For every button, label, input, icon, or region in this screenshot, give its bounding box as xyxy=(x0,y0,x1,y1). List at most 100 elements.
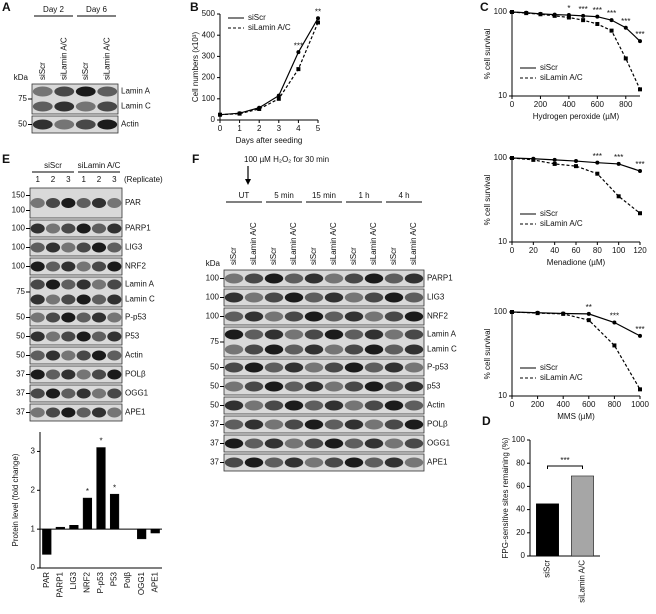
band xyxy=(45,294,61,305)
band xyxy=(344,381,364,392)
band xyxy=(404,457,424,468)
point xyxy=(609,18,614,23)
band xyxy=(404,311,424,322)
band xyxy=(264,273,284,284)
lane-label: 2 xyxy=(97,175,102,184)
band xyxy=(76,261,91,272)
band-label: PAR xyxy=(125,198,141,207)
band xyxy=(264,311,284,322)
band xyxy=(284,273,304,284)
point xyxy=(566,15,571,20)
x-tick-label: NRF2 xyxy=(83,571,92,592)
band xyxy=(244,362,264,373)
band xyxy=(30,242,45,253)
band xyxy=(224,457,244,468)
point xyxy=(535,311,540,316)
band xyxy=(344,292,364,303)
point xyxy=(237,111,242,116)
kda-label: kDa xyxy=(206,259,221,268)
group-label: 4 h xyxy=(398,191,409,200)
x-tick-label: 200 xyxy=(531,400,545,409)
kda-marker: 37 xyxy=(16,408,25,417)
band xyxy=(91,388,107,399)
band xyxy=(61,261,76,272)
y-tick-label: 10 xyxy=(498,237,507,246)
band xyxy=(76,198,91,208)
point xyxy=(316,20,320,25)
band xyxy=(244,311,264,322)
band xyxy=(384,292,404,303)
kda-marker: 50 xyxy=(16,332,25,341)
band xyxy=(61,242,76,253)
band xyxy=(384,273,404,284)
band xyxy=(264,400,284,411)
x-tick-label: 0 xyxy=(510,100,515,109)
x-tick-label: 0 xyxy=(510,400,515,409)
significance: *** xyxy=(635,325,644,334)
band xyxy=(45,242,61,253)
band xyxy=(45,279,61,290)
point xyxy=(638,169,642,174)
point xyxy=(586,311,591,316)
y-tick-label: 400 xyxy=(202,30,216,39)
band xyxy=(45,331,61,342)
group-label: Day 6 xyxy=(86,5,107,14)
lane-label: siScr xyxy=(309,247,318,265)
band xyxy=(107,369,122,380)
band xyxy=(384,311,404,322)
significance: *** xyxy=(635,30,644,39)
band xyxy=(61,223,76,234)
kda-marker: 37 xyxy=(210,439,219,448)
band xyxy=(30,261,45,272)
group-label: 15 min xyxy=(312,191,336,200)
point xyxy=(574,164,578,169)
lane-label: 3 xyxy=(66,175,71,184)
band xyxy=(224,419,244,430)
significance: *** xyxy=(621,17,630,26)
band xyxy=(54,101,75,112)
band xyxy=(284,400,304,411)
x-tick-label: siScr xyxy=(543,560,552,578)
band xyxy=(244,400,264,411)
bar xyxy=(55,526,65,530)
band xyxy=(107,407,122,418)
band xyxy=(344,419,364,430)
point xyxy=(296,50,301,55)
band xyxy=(364,329,384,340)
point xyxy=(276,93,281,98)
band-label: p53 xyxy=(427,382,441,391)
x-tick-label: LIG3 xyxy=(69,571,78,589)
kda-marker: 100 xyxy=(12,262,26,271)
point xyxy=(616,161,621,166)
band xyxy=(264,457,284,468)
band xyxy=(264,344,284,355)
band xyxy=(107,261,122,272)
lane-label: siScr xyxy=(81,62,90,80)
band xyxy=(224,273,244,284)
band xyxy=(244,419,264,430)
point xyxy=(638,87,642,92)
bar xyxy=(150,528,160,534)
kda-marker: 37 xyxy=(210,420,219,429)
band-label: APE1 xyxy=(125,408,146,417)
band xyxy=(304,329,324,340)
y-tick-label: 20 xyxy=(516,528,525,537)
y-axis-label: % cell survival xyxy=(483,328,492,379)
panel-letter: A xyxy=(2,0,11,14)
point xyxy=(595,171,600,176)
significance: * xyxy=(567,4,570,13)
y-axis-label: % cell survival xyxy=(483,174,492,225)
band xyxy=(45,407,61,418)
band xyxy=(91,242,107,253)
band xyxy=(404,438,424,449)
band xyxy=(45,388,61,399)
point xyxy=(638,39,642,44)
band-label: Actin xyxy=(121,120,139,129)
x-axis-label: Hydrogen peroxide (µM) xyxy=(533,112,620,121)
band xyxy=(264,438,284,449)
point xyxy=(595,14,600,19)
group-label: siScr xyxy=(44,161,62,170)
y-tick-label: 300 xyxy=(202,52,216,61)
band xyxy=(324,292,344,303)
band xyxy=(404,292,424,303)
